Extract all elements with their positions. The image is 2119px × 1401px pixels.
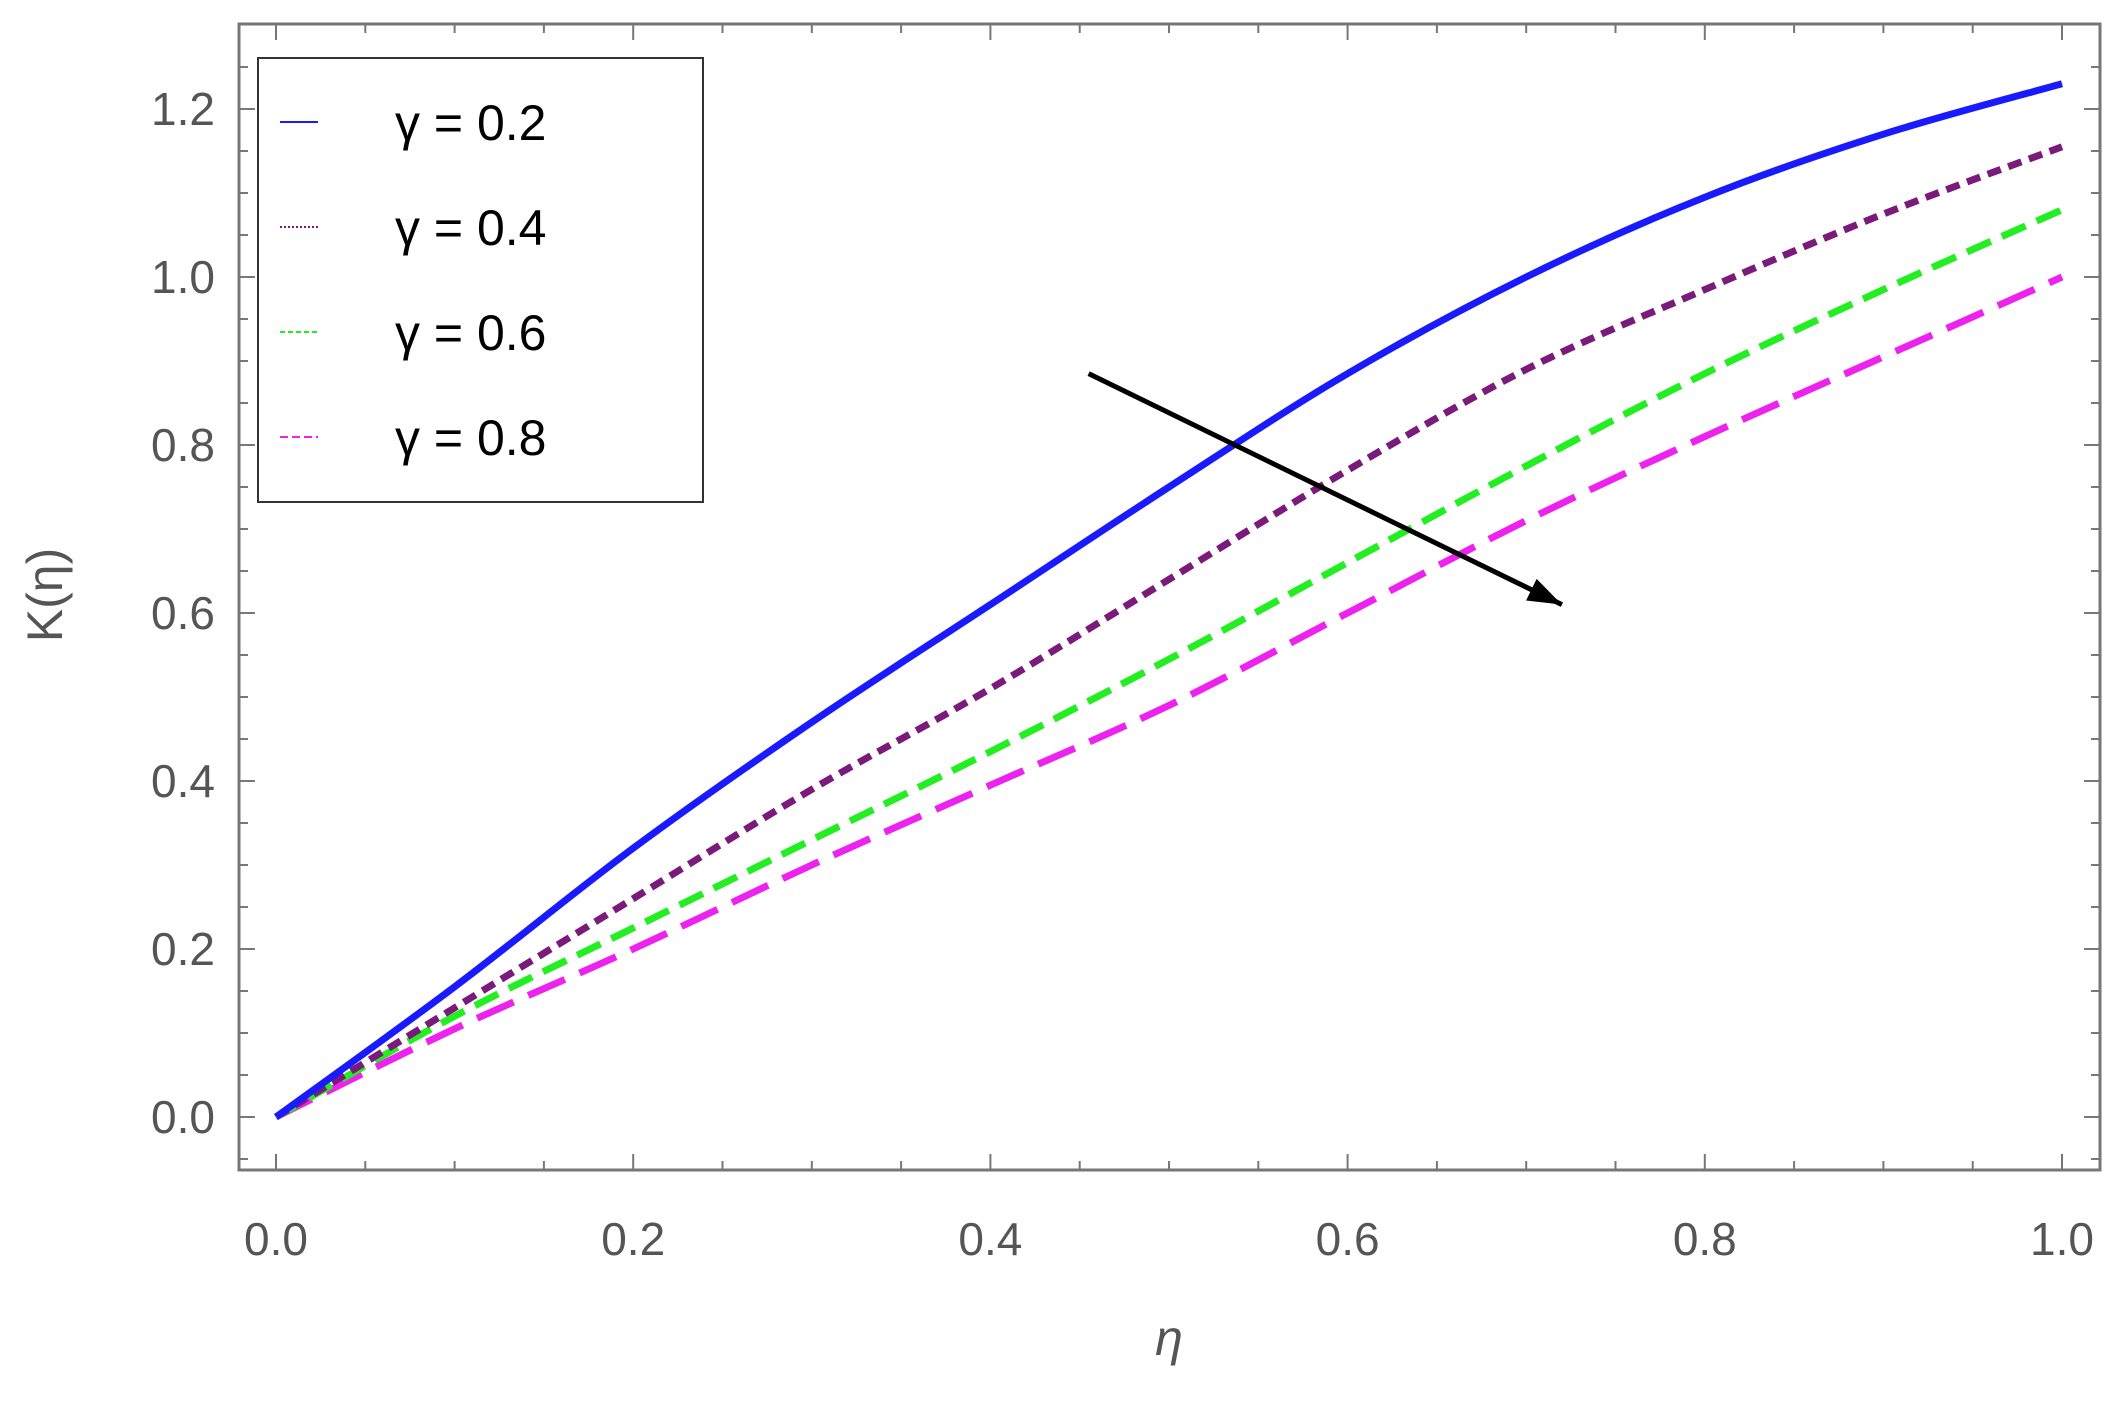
y-tick-label: 0.2 xyxy=(151,923,215,975)
x-tick-label: 0.6 xyxy=(1316,1213,1380,1265)
tick-labels: 0.0 0.2 0.4 0.6 0.8 1.0 0.0 0.2 0.4 0.6 0.8 1.0 1.2 xyxy=(151,83,2094,1265)
x-axis-title: η xyxy=(1155,1310,1183,1366)
arrow-line xyxy=(1087,371,1564,607)
series-lines xyxy=(273,80,2064,1121)
y-tick-label: 0.0 xyxy=(151,1091,215,1143)
x-tick-label: 1.0 xyxy=(2030,1213,2094,1265)
series-line-1 xyxy=(273,80,2063,1120)
y-tick-label: 0.6 xyxy=(151,587,215,639)
series-line-4 xyxy=(274,273,2064,1121)
y-tick-label: 1.0 xyxy=(151,251,215,303)
series-line-2 xyxy=(274,143,2064,1120)
x-tick-label: 0.4 xyxy=(958,1213,1022,1265)
ticks xyxy=(239,24,2100,1170)
legend-items: γ = 0.2 γ = 0.4 γ = 0.6 γ = 0.8 xyxy=(280,95,547,466)
y-tick-label: 1.2 xyxy=(151,83,215,135)
arrow-head xyxy=(1526,578,1562,605)
legend-label-3: γ = 0.6 xyxy=(395,305,547,361)
legend: γ = 0.2 γ = 0.4 γ = 0.6 γ = 0.8 xyxy=(257,57,704,503)
y-tick-label: 0.8 xyxy=(151,419,215,471)
annotations xyxy=(1087,371,1564,607)
y-tick-label: 0.4 xyxy=(151,755,215,807)
legend-box xyxy=(257,57,704,503)
y-axis-title: K(η) xyxy=(17,548,73,642)
x-tick-label: 0.2 xyxy=(601,1213,665,1265)
legend-label-4: γ = 0.8 xyxy=(395,410,547,466)
legend-label-2: γ = 0.4 xyxy=(395,200,547,256)
x-tick-label: 0.8 xyxy=(1673,1213,1737,1265)
x-tick-label: 0.0 xyxy=(244,1213,308,1265)
legend-label-1: γ = 0.2 xyxy=(395,95,547,151)
series-line-3 xyxy=(274,206,2064,1121)
